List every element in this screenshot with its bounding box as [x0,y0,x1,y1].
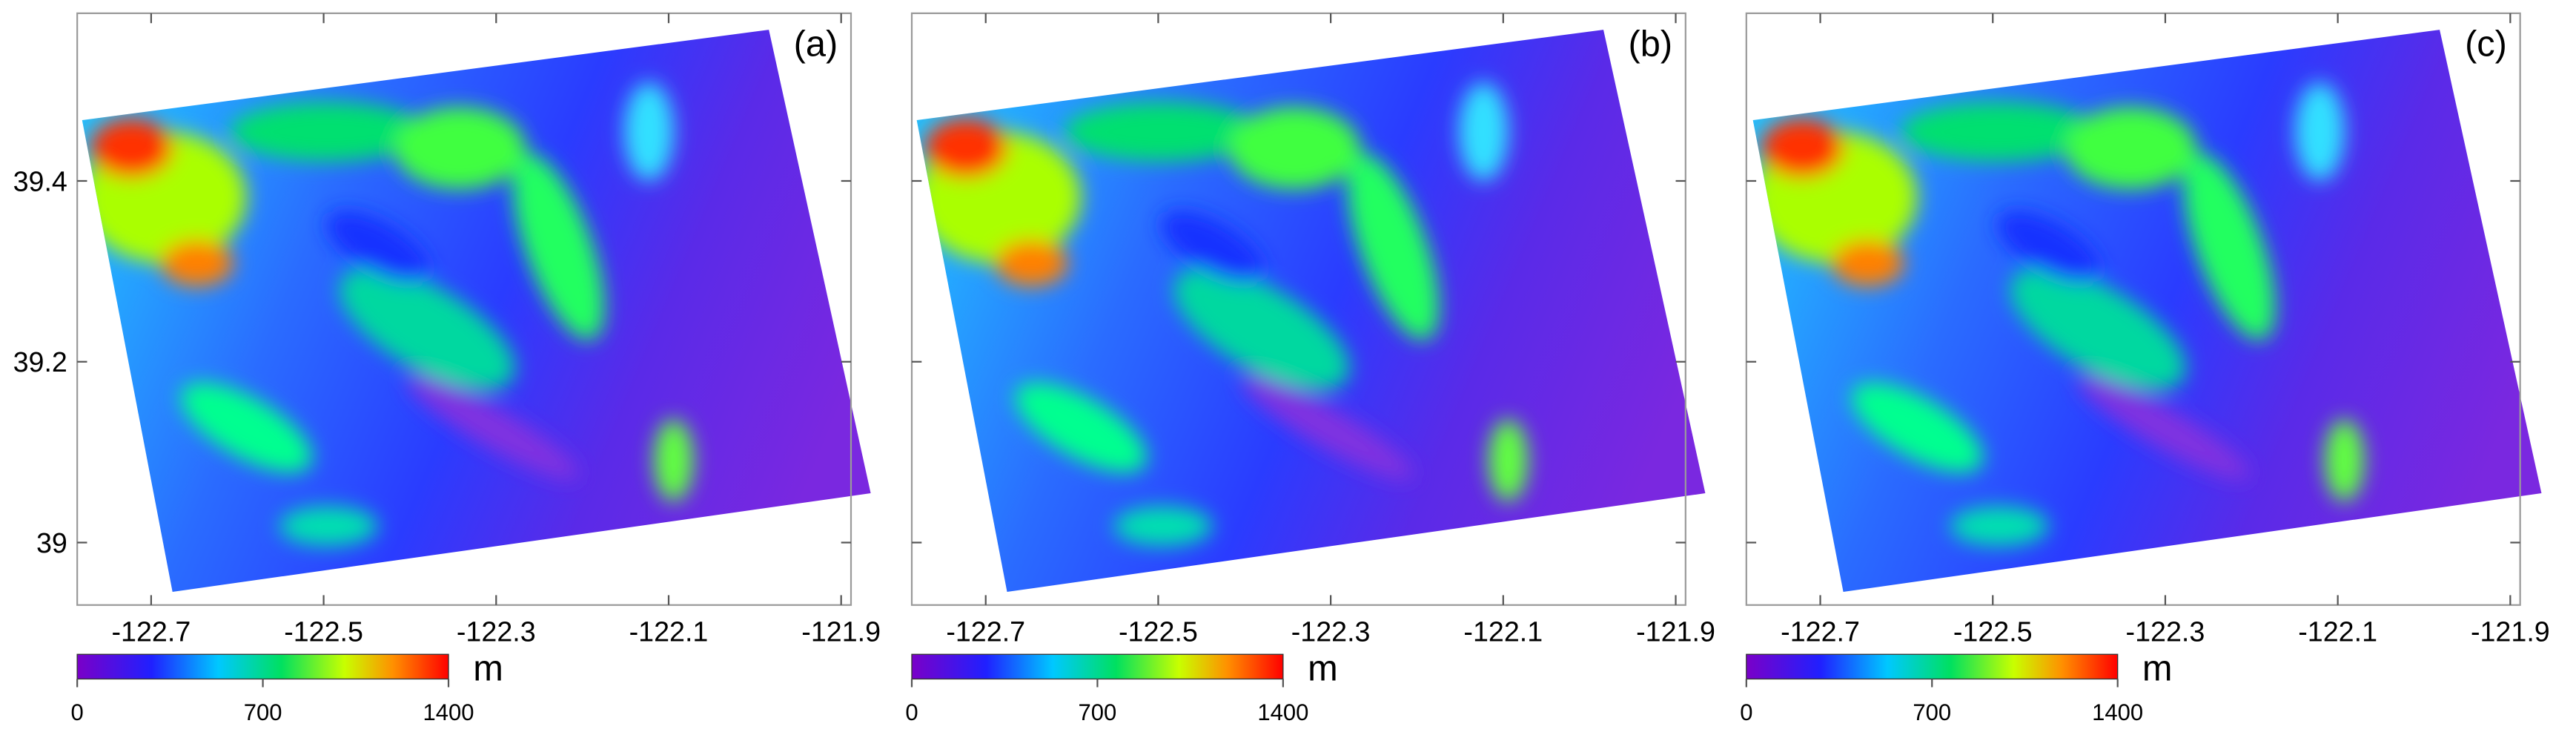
panel-label: (a) [794,24,838,65]
colorbar-unit: m [2142,649,2173,689]
x-tick-label: -122.7 [1781,616,1860,647]
y-tick-label: 39.4 [13,165,67,197]
map-panel: (b) -122.7 -122.5 -122.3 -122.1 -121.9 m 0 700 14… [905,12,1715,725]
panel-frame [910,12,1686,606]
colorbar-unit: m [1308,649,1338,689]
y-tick-label: 39.2 [13,346,67,378]
elevation-map [1753,30,2542,592]
x-tick-label: -122.5 [1953,616,2033,647]
panel-label: (b) [1628,24,1672,65]
colorbar-tick-label: 1400 [2092,699,2143,725]
panel-frame [1745,12,2521,606]
colorbar-tick-label: 700 [244,699,282,725]
colorbar-tick-label: 0 [71,699,84,725]
x-tick-label: -121.9 [801,616,881,647]
map-panel: (a) -122.7 -122.5 -122.3 -122.1 -121.9 39.4 39.… [13,12,881,725]
x-tick-label: -122.5 [1119,616,1198,647]
colorbar [911,653,1284,680]
x-tick-label: -122.3 [1291,616,1371,647]
x-tick-label: -122.3 [457,616,536,647]
x-tick-label: -121.9 [2471,616,2550,647]
elevation-map [917,30,1706,592]
x-tick-label: -122.1 [629,616,709,647]
panel-label: (c) [2465,24,2507,65]
colorbar-tick-label: 0 [1740,699,1752,725]
colorbar [76,653,449,680]
x-tick-label: -122.1 [1463,616,1543,647]
colorbar-unit: m [473,649,503,689]
colorbar-tick-label: 1400 [1257,699,1308,725]
colorbar-tick-label: 700 [1079,699,1117,725]
colorbar-tick-label: 0 [905,699,918,725]
x-tick-label: -122.5 [284,616,363,647]
map-panel: (c) -122.7 -122.5 -122.3 -122.1 -121.9 m 0 700 14… [1740,12,2550,725]
x-tick-label: -122.1 [2298,616,2377,647]
y-tick-label: 39 [36,527,67,558]
x-tick-label: -121.9 [1636,616,1715,647]
colorbar-tick-label: 1400 [423,699,474,725]
elevation-map [82,30,871,592]
panel-frame [76,12,852,606]
x-tick-label: -122.7 [111,616,191,647]
colorbar-tick-label: 700 [1913,699,1951,725]
x-tick-label: -122.7 [946,616,1025,647]
x-tick-label: -122.3 [2126,616,2205,647]
colorbar [1746,653,2119,680]
